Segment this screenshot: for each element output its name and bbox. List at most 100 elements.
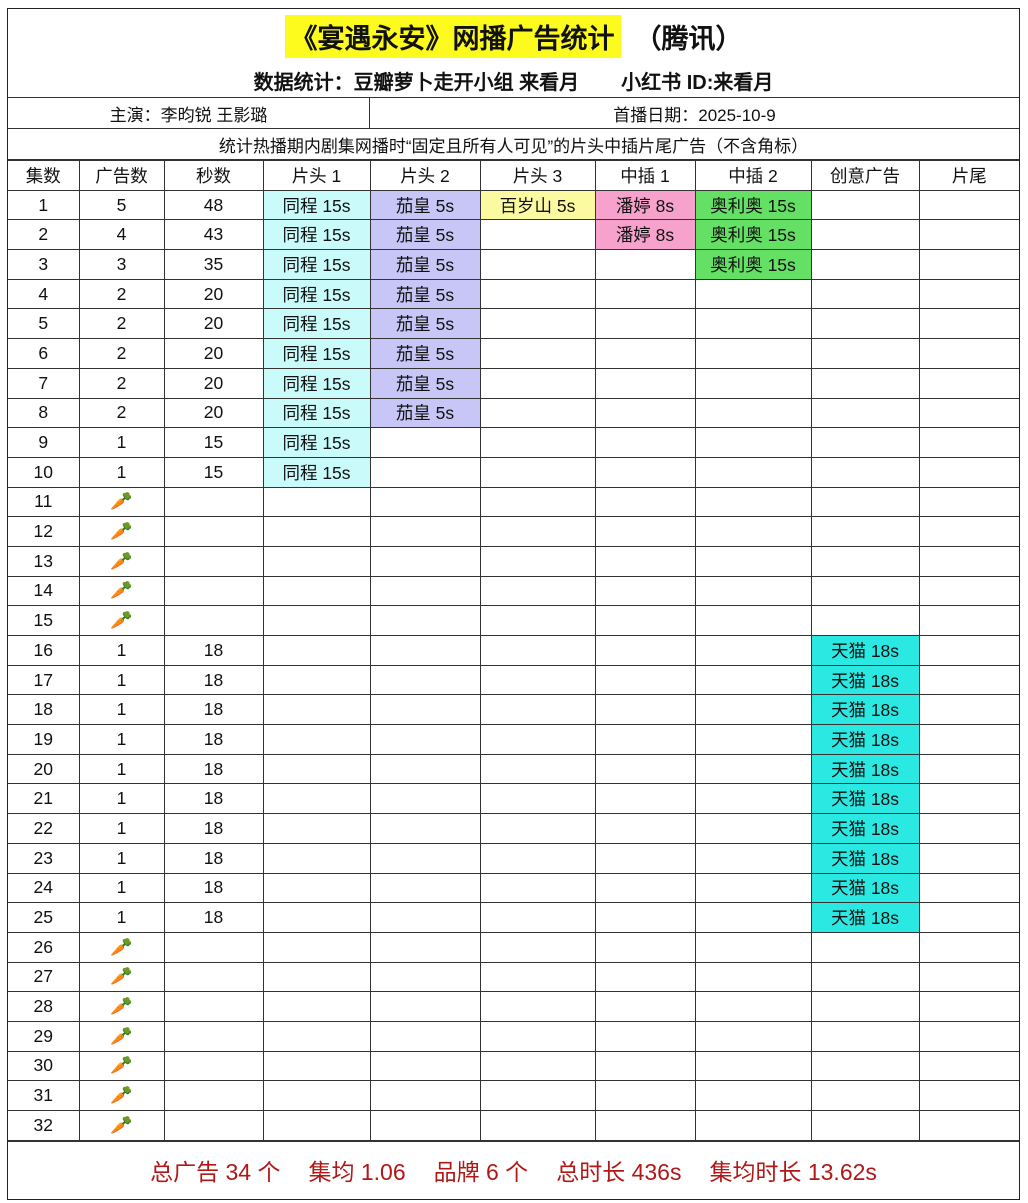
ad-count-cell: 🥕 (78, 1020, 165, 1052)
episode-number: 16 (8, 635, 80, 666)
cast-info: 主演：李昀锐 王影璐 (8, 98, 370, 128)
ad-cell-midroll-2 (694, 813, 812, 844)
ad-cell-opening-1 (262, 1080, 371, 1111)
ad-cell-midroll-2 (694, 605, 812, 636)
ad-cell-ending (918, 545, 1019, 577)
ad-count-cell: 1 (78, 783, 165, 815)
ad-count-cell: 1 (78, 813, 165, 844)
ad-cell-opening-2 (369, 605, 481, 636)
ad-cell-midroll-1 (594, 516, 696, 547)
ad-cell-ending (918, 664, 1019, 696)
seconds-cell (163, 961, 264, 993)
credit-row: 数据统计：豆瓣萝卜走开小组 来看月 小红书 ID:来看月 (8, 63, 1019, 98)
ad-cell-midroll-1 (594, 961, 696, 993)
seconds-cell (163, 575, 264, 607)
ad-count-cell: 1 (78, 427, 165, 458)
ad-cell-creative-ad (810, 397, 920, 429)
ad-cell-midroll-1: 潘婷 8s (594, 219, 696, 251)
ad-cell-ending (918, 931, 1019, 963)
seconds-cell: 18 (163, 664, 264, 696)
seconds-cell (163, 991, 264, 1022)
column-header-midroll-1: 中插 1 (594, 160, 696, 191)
ad-cell-opening-3 (479, 902, 596, 933)
ad-cell-midroll-1 (594, 456, 696, 488)
ad-cell-ending (918, 842, 1019, 874)
ad-cell-midroll-2 (694, 338, 812, 369)
ad-cell-opening-1 (262, 902, 371, 933)
episode-number: 1 (8, 189, 80, 221)
column-header-creative-ad: 创意广告 (810, 160, 920, 191)
ad-cell-opening-2 (369, 694, 481, 726)
ad-count-cell: 1 (78, 724, 165, 755)
ad-cell-opening-3 (479, 753, 596, 785)
ad-cell-opening-3 (479, 516, 596, 547)
ad-count-cell: 🥕 (78, 931, 165, 963)
seconds-cell (163, 1050, 264, 1082)
ad-cell-creative-ad (810, 575, 920, 607)
ad-count-cell: 3 (78, 249, 165, 280)
ad-cell-ending (918, 1020, 1019, 1052)
ad-cell-opening-1: 同程 15s (262, 456, 371, 488)
ad-cell-midroll-2 (694, 842, 812, 874)
column-header-opening-2: 片头 2 (369, 160, 481, 191)
ad-count-cell: 🥕 (78, 1110, 165, 1141)
ad-cell-midroll-1 (594, 575, 696, 607)
episode-number: 29 (8, 1020, 80, 1052)
ad-cell-ending (918, 605, 1019, 636)
ad-cell-creative-ad (810, 249, 920, 280)
ad-count-cell: 1 (78, 753, 165, 785)
ad-cell-ending (918, 694, 1019, 726)
episode-number: 4 (8, 278, 80, 310)
episode-number: 26 (8, 931, 80, 963)
ad-cell-ending (918, 397, 1019, 429)
ad-cell-opening-1: 同程 15s (262, 338, 371, 369)
table-row: 10 1 15 同程 15s (8, 456, 1019, 488)
episode-number: 19 (8, 724, 80, 755)
ad-cell-opening-1 (262, 1050, 371, 1082)
ad-cell-opening-3 (479, 1020, 596, 1052)
episode-number: 15 (8, 605, 80, 636)
seconds-cell (163, 516, 264, 547)
ad-cell-midroll-2: 奥利奥 15s (694, 219, 812, 251)
episode-number: 22 (8, 813, 80, 844)
episode-number: 23 (8, 842, 80, 874)
table-row: 19 1 18 天猫 18s (8, 724, 1019, 755)
seconds-cell: 18 (163, 694, 264, 726)
ad-cell-opening-1: 同程 15s (262, 427, 371, 458)
ad-cell-opening-2 (369, 427, 481, 458)
episode-number: 7 (8, 367, 80, 399)
episode-number: 3 (8, 249, 80, 280)
ad-cell-opening-1 (262, 575, 371, 607)
ad-cell-opening-3 (479, 1080, 596, 1111)
ad-cell-creative-ad (810, 219, 920, 251)
ad-count-cell: 🥕 (78, 961, 165, 993)
ad-cell-midroll-1 (594, 486, 696, 518)
ad-cell-opening-3 (479, 456, 596, 488)
ad-cell-midroll-1 (594, 902, 696, 933)
ad-cell-midroll-1 (594, 308, 696, 340)
seconds-cell (163, 1110, 264, 1141)
ad-count-cell: 2 (78, 367, 165, 399)
ad-cell-opening-3 (479, 219, 596, 251)
ad-count-cell: 1 (78, 902, 165, 933)
column-header-ending: 片尾 (918, 160, 1019, 191)
ad-cell-creative-ad (810, 605, 920, 636)
ad-cell-midroll-1 (594, 1020, 696, 1052)
ad-cell-creative-ad (810, 486, 920, 518)
ad-cell-ending (918, 427, 1019, 458)
carrot-icon: 🥕 (110, 966, 133, 987)
seconds-cell (163, 1080, 264, 1111)
ad-cell-midroll-1 (594, 635, 696, 666)
ad-cell-ending (918, 783, 1019, 815)
ad-cell-opening-2 (369, 902, 481, 933)
ad-cell-opening-2 (369, 1110, 481, 1141)
ad-cell-opening-1 (262, 486, 371, 518)
ad-cell-midroll-2: 奥利奥 15s (694, 249, 812, 280)
ad-cell-midroll-2 (694, 278, 812, 310)
seconds-cell: 35 (163, 249, 264, 280)
carrot-icon: 🥕 (110, 491, 133, 512)
ad-count-cell: 1 (78, 635, 165, 666)
ad-cell-ending (918, 1110, 1019, 1141)
ad-count-cell: 4 (78, 219, 165, 251)
brand-count: 品牌 6 个 (433, 1159, 529, 1186)
